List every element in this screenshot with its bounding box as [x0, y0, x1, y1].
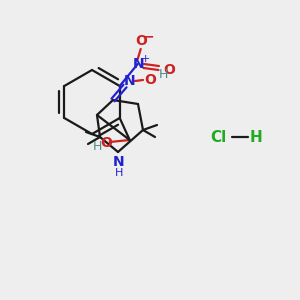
Text: Cl: Cl [210, 130, 226, 145]
Text: O: O [163, 63, 175, 77]
Text: H: H [250, 130, 262, 145]
Text: +: + [141, 54, 150, 64]
Text: O: O [144, 73, 156, 87]
Text: N: N [133, 57, 145, 71]
Text: H: H [115, 168, 123, 178]
Text: H: H [93, 140, 102, 152]
Text: O: O [100, 136, 112, 150]
Text: N: N [124, 74, 136, 88]
Text: H: H [158, 68, 168, 82]
Text: N: N [113, 155, 125, 169]
Text: −: − [143, 29, 154, 43]
Text: O: O [135, 34, 147, 48]
